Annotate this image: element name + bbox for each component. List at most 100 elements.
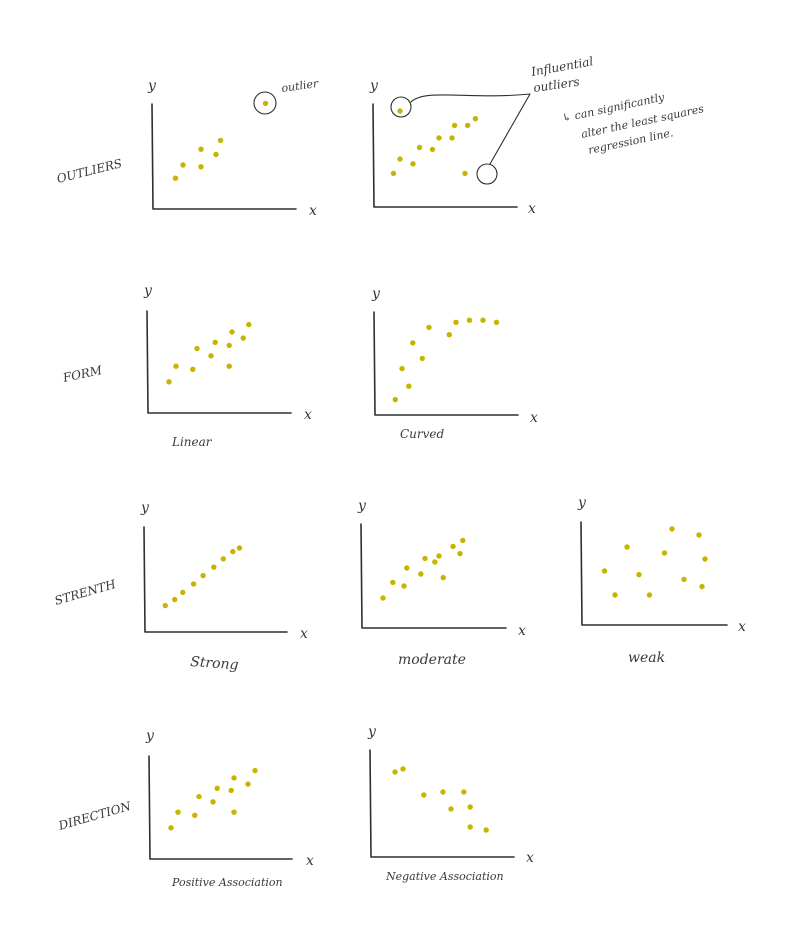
data-point bbox=[194, 345, 200, 352]
data-point bbox=[192, 812, 198, 818]
plot-weak: y x weak bbox=[577, 495, 746, 666]
axes bbox=[373, 311, 519, 416]
x-axis-label: x bbox=[738, 619, 746, 635]
data-points bbox=[172, 100, 269, 181]
data-point bbox=[406, 383, 412, 389]
influential-circle-right bbox=[476, 163, 498, 185]
data-point bbox=[173, 363, 179, 369]
influential-annotation-line-1: Influential bbox=[529, 54, 594, 79]
axes bbox=[143, 526, 288, 633]
data-point bbox=[416, 144, 423, 151]
caption: weak bbox=[628, 650, 665, 666]
data-point bbox=[646, 592, 653, 598]
data-point bbox=[262, 100, 269, 107]
x-axis-label: x bbox=[306, 853, 314, 869]
data-point bbox=[440, 789, 446, 795]
caption: Curved bbox=[400, 427, 445, 441]
data-point bbox=[432, 559, 438, 565]
data-point bbox=[462, 170, 468, 177]
influential-circle-left bbox=[390, 96, 412, 118]
x-axis-label: x bbox=[528, 201, 536, 217]
data-point bbox=[449, 135, 455, 141]
data-point bbox=[661, 550, 668, 556]
annotation-bracket bbox=[410, 93, 531, 165]
plot-negative: y x Negative Association bbox=[367, 724, 534, 883]
data-point bbox=[464, 122, 471, 129]
data-point bbox=[460, 537, 466, 544]
data-point bbox=[180, 589, 186, 596]
data-point bbox=[211, 564, 217, 570]
y-axis-label: y bbox=[357, 498, 367, 514]
data-points bbox=[601, 526, 708, 598]
x-axis-label: x bbox=[526, 850, 534, 866]
y-axis-label: y bbox=[147, 78, 157, 94]
outlier-annotation: outlier bbox=[281, 77, 320, 95]
data-point bbox=[699, 583, 705, 590]
data-point bbox=[702, 556, 708, 562]
data-points bbox=[166, 321, 252, 385]
plot-moderate: y x moderate bbox=[357, 498, 526, 668]
data-point bbox=[450, 543, 456, 550]
data-point bbox=[229, 329, 235, 335]
plot-curved: y x Curved bbox=[371, 286, 538, 441]
data-point bbox=[612, 592, 618, 598]
data-point bbox=[451, 122, 458, 129]
data-point bbox=[436, 135, 442, 141]
data-point bbox=[400, 766, 406, 772]
data-point bbox=[226, 363, 232, 369]
data-point bbox=[390, 170, 397, 177]
data-point bbox=[624, 544, 630, 550]
data-point bbox=[172, 596, 178, 603]
data-point bbox=[196, 793, 202, 800]
data-point bbox=[421, 792, 427, 798]
data-point bbox=[453, 319, 459, 325]
plot-influential: y x Influential outliers ↳ can significa… bbox=[369, 54, 705, 217]
data-point bbox=[493, 319, 500, 325]
outlier-circle bbox=[253, 91, 277, 115]
data-point bbox=[601, 568, 608, 574]
plot-linear: y x Linear bbox=[143, 283, 312, 449]
caption: Strong bbox=[190, 654, 239, 673]
data-point bbox=[467, 824, 473, 830]
row-label-direction: DIRECTION bbox=[56, 799, 133, 833]
data-point bbox=[669, 526, 675, 532]
axes bbox=[151, 103, 297, 210]
row-label-outliers: OUTLIERS bbox=[55, 156, 123, 186]
data-point bbox=[397, 156, 403, 162]
data-point bbox=[252, 767, 258, 774]
data-point bbox=[190, 366, 196, 372]
influential-annotation-line-2: outliers bbox=[532, 75, 580, 95]
axes bbox=[372, 103, 518, 208]
data-point bbox=[213, 151, 219, 158]
data-point bbox=[399, 365, 405, 372]
data-point bbox=[457, 550, 463, 557]
data-point bbox=[681, 576, 687, 583]
data-point bbox=[166, 379, 172, 385]
data-point bbox=[168, 825, 174, 831]
data-point bbox=[236, 545, 243, 551]
data-point bbox=[404, 565, 410, 571]
data-point bbox=[426, 324, 432, 331]
data-point bbox=[418, 571, 424, 577]
data-point bbox=[214, 785, 220, 791]
data-point bbox=[436, 553, 442, 559]
data-point bbox=[230, 548, 236, 555]
x-axis-label: x bbox=[300, 626, 308, 642]
data-point bbox=[380, 595, 386, 601]
data-point bbox=[240, 335, 246, 341]
data-points bbox=[390, 108, 479, 177]
data-point bbox=[190, 581, 197, 587]
data-point bbox=[461, 789, 467, 795]
y-axis-label: y bbox=[369, 78, 379, 94]
axes bbox=[360, 523, 507, 629]
data-point bbox=[467, 804, 473, 810]
y-axis-label: y bbox=[140, 500, 150, 516]
data-point bbox=[245, 781, 251, 787]
x-axis-label: x bbox=[530, 410, 538, 426]
data-point bbox=[410, 340, 416, 346]
data-point bbox=[246, 321, 252, 328]
data-point bbox=[226, 342, 232, 349]
caption: Linear bbox=[171, 435, 213, 449]
y-axis-label: y bbox=[143, 283, 153, 299]
